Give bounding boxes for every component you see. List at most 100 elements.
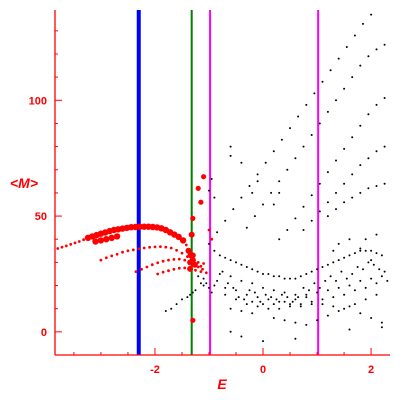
data-point — [240, 161, 243, 164]
data-point — [235, 289, 237, 292]
x-ticks: -2 0 2 — [73, 348, 374, 376]
data-point — [164, 245, 168, 249]
data-point — [335, 159, 337, 162]
data-point — [278, 307, 281, 310]
data-point — [248, 289, 251, 292]
data-point — [305, 296, 308, 299]
data-point — [232, 286, 235, 289]
data-point — [245, 293, 248, 296]
data-point — [364, 298, 367, 301]
data-point — [367, 261, 370, 264]
data-point — [297, 115, 300, 118]
data-point — [170, 307, 173, 310]
data-point — [278, 180, 281, 183]
data-point — [318, 122, 321, 125]
data-point — [240, 196, 243, 199]
data-point — [256, 296, 259, 299]
data-point — [299, 275, 302, 278]
data-point — [297, 296, 300, 299]
data-point — [224, 293, 227, 296]
data-point — [187, 265, 194, 272]
data-point — [264, 161, 267, 164]
data-point — [115, 252, 119, 256]
data-point — [375, 48, 378, 51]
data-point — [232, 208, 235, 211]
data-point — [208, 189, 210, 192]
data-point — [167, 258, 170, 262]
data-point — [103, 236, 110, 243]
data-point — [305, 323, 308, 326]
data-point — [294, 298, 297, 301]
data-point — [299, 305, 302, 308]
data-point — [181, 298, 183, 301]
data-point — [189, 252, 196, 259]
data-point — [272, 203, 275, 206]
data-point — [262, 340, 264, 343]
data-point — [343, 256, 346, 259]
data-point — [267, 273, 270, 275]
data-point — [195, 185, 201, 191]
data-point — [375, 293, 378, 296]
data-point — [256, 180, 259, 183]
data-point — [321, 80, 324, 83]
data-point — [370, 13, 373, 16]
data-point — [359, 249, 362, 252]
data-point — [283, 277, 286, 280]
data-point — [202, 284, 205, 287]
data-point — [251, 300, 254, 303]
data-point — [310, 219, 313, 222]
data-point — [362, 22, 364, 25]
data-point — [187, 259, 194, 266]
data-point — [199, 282, 202, 285]
data-point — [205, 282, 208, 285]
data-point — [356, 266, 359, 268]
data-point — [305, 103, 308, 106]
data-point — [60, 245, 64, 249]
data-point — [229, 259, 232, 262]
data-point — [278, 300, 281, 303]
data-point — [294, 337, 297, 340]
data-point — [380, 326, 383, 329]
data-point — [213, 196, 216, 199]
data-point — [262, 303, 264, 306]
data-point — [99, 258, 103, 262]
data-point — [272, 150, 275, 153]
data-point — [267, 298, 270, 301]
data-point — [194, 289, 197, 292]
data-point — [272, 275, 275, 278]
data-point — [351, 76, 354, 79]
data-point — [348, 328, 351, 331]
data-point — [321, 303, 324, 306]
data-point — [175, 303, 178, 306]
data-point — [213, 284, 216, 287]
series-1 — [164, 13, 389, 343]
data-point — [136, 223, 143, 230]
data-point — [169, 246, 173, 250]
data-point — [375, 103, 378, 106]
data-point — [177, 266, 181, 270]
data-point — [245, 266, 248, 268]
data-point — [183, 258, 187, 262]
x-tick-label: 2 — [368, 364, 374, 376]
data-point — [329, 69, 332, 72]
data-point — [313, 282, 316, 285]
data-point — [335, 191, 337, 194]
data-point — [353, 34, 356, 37]
data-point — [272, 303, 275, 306]
data-point — [370, 317, 373, 319]
data-point — [286, 296, 289, 299]
data-point — [383, 97, 386, 99]
data-point — [364, 286, 367, 289]
data-point — [335, 208, 337, 211]
data-point — [213, 249, 216, 252]
data-point — [256, 305, 259, 308]
data-point — [302, 145, 305, 148]
data-point — [316, 268, 319, 271]
data-point — [262, 203, 264, 206]
data-point — [73, 241, 77, 245]
data-point — [364, 249, 367, 252]
data-point — [335, 279, 337, 282]
data-point — [337, 286, 340, 289]
data-point — [353, 303, 356, 306]
data-point — [345, 46, 348, 48]
